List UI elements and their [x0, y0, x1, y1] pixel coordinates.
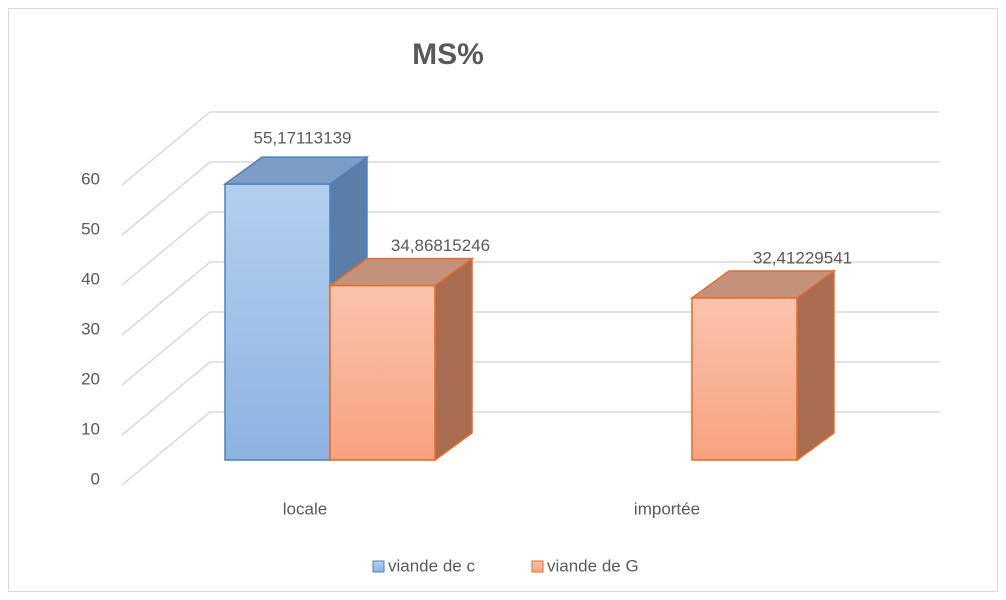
bar-side [796, 269, 835, 462]
chart-frame [8, 8, 998, 592]
y-tick-label: 30 [81, 319, 100, 338]
bar [224, 183, 331, 461]
bar [691, 297, 798, 461]
grid-line [121, 111, 940, 186]
y-tick-label: 0 [91, 469, 100, 488]
bar [329, 284, 436, 461]
data-label: 32,41229541 [753, 248, 852, 267]
grid-line [121, 161, 940, 236]
chart-title: MS% [412, 38, 484, 71]
y-tick-label: 20 [81, 369, 100, 388]
bar-side [434, 257, 473, 462]
y-tick-label: 50 [81, 219, 100, 238]
y-tick-label: 10 [81, 419, 100, 438]
data-label: 55,17113139 [253, 129, 351, 148]
y-tick-label: 60 [81, 169, 100, 188]
data-label: 34,86815246 [391, 236, 490, 255]
legend-swatch [372, 560, 385, 573]
grid-line [121, 261, 940, 336]
legend-swatch [531, 560, 544, 573]
grid-line [121, 211, 940, 286]
legend-label: viande de G [547, 556, 639, 575]
x-tick-label: locale [283, 499, 327, 518]
x-tick-label: importée [634, 499, 700, 518]
legend-label: viande de c [388, 556, 475, 575]
y-tick-label: 40 [81, 269, 100, 288]
